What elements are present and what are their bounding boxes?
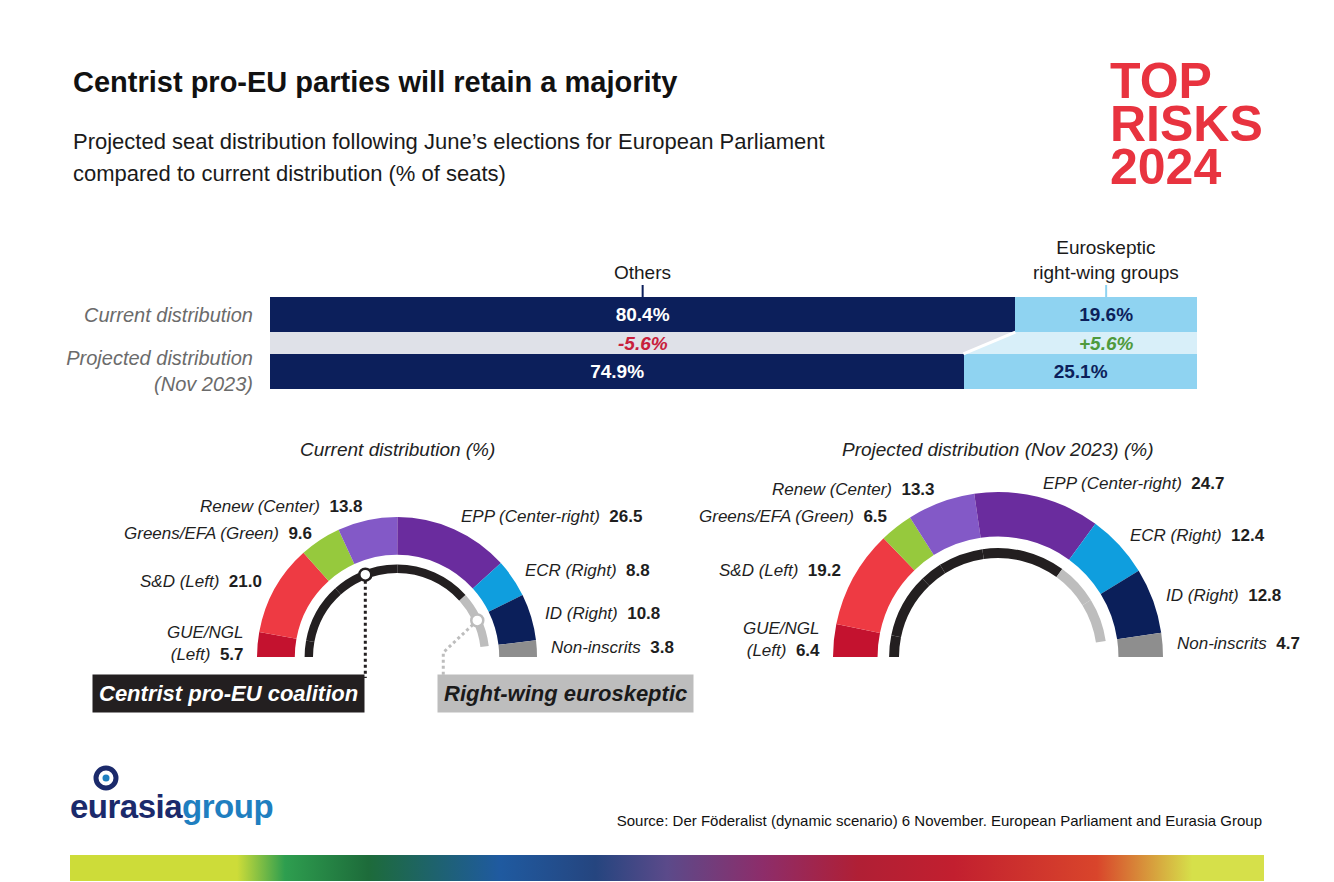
svg-text:Renew (Center) 13.8: Renew (Center) 13.8 xyxy=(200,497,363,516)
html-text:2024: 2024 xyxy=(1110,139,1222,195)
svg-text:S&D (Left) 19.2: S&D (Left) 19.2 xyxy=(719,561,841,580)
svg-text:Right-wing euroskeptic: Right-wing euroskeptic xyxy=(444,681,687,706)
svg-text:Greens/EFA (Green) 6.5: Greens/EFA (Green) 6.5 xyxy=(699,507,887,526)
svg-text:Current distribution: Current distribution xyxy=(84,304,253,326)
svg-text:S&D (Left) 21.0: S&D (Left) 21.0 xyxy=(140,572,262,591)
svg-text:19.6%: 19.6% xyxy=(1079,304,1133,325)
html-text:TOP: TOP xyxy=(1110,53,1212,109)
svg-text:Current distribution (%): Current distribution (%) xyxy=(300,439,495,460)
svg-text:Non-inscrits 3.8: Non-inscrits 3.8 xyxy=(551,638,674,657)
svg-text:Others: Others xyxy=(614,262,671,283)
svg-text:Projected distribution (Nov 20: Projected distribution (Nov 2023) (%) xyxy=(842,439,1154,460)
svg-text:Projected distribution(Nov 202: Projected distribution(Nov 2023) xyxy=(66,347,253,395)
svg-text:ID (Right) 10.8: ID (Right) 10.8 xyxy=(545,604,660,623)
html-text:Source: Der Föderalist (dynami: Source: Der Föderalist (dynamic scenario… xyxy=(616,812,1262,829)
svg-text:74.9%: 74.9% xyxy=(590,361,644,382)
svg-text:Euroskepticright-wing groups: Euroskepticright-wing groups xyxy=(1033,237,1179,283)
svg-text:GUE/NGL(Left) 5.7: GUE/NGL(Left) 5.7 xyxy=(167,623,244,664)
svg-text:-5.6%: -5.6% xyxy=(618,333,668,354)
html-text:Centrist pro-EU parties will r: Centrist pro-EU parties will retain a ma… xyxy=(73,66,678,98)
svg-text:Centrist pro-EU coalition: Centrist pro-EU coalition xyxy=(99,681,358,706)
svg-text:EPP (Center-right) 26.5: EPP (Center-right) 26.5 xyxy=(461,507,642,526)
svg-text:Renew (Center) 13.3: Renew (Center) 13.3 xyxy=(772,480,935,499)
html-text:eurasia group: eurasia group xyxy=(70,788,274,825)
svg-text:ECR (Right) 12.4: ECR (Right) 12.4 xyxy=(1130,526,1265,545)
html-text:Projected seat distribution fo: Projected seat distribution following Ju… xyxy=(73,129,825,154)
svg-text:+5.6%: +5.6% xyxy=(1079,333,1134,354)
svg-text:80.4%: 80.4% xyxy=(616,304,670,325)
svg-text:Greens/EFA (Green) 9.6: Greens/EFA (Green) 9.6 xyxy=(124,524,312,543)
svg-text:GUE/NGL(Left) 6.4: GUE/NGL(Left) 6.4 xyxy=(743,619,820,660)
svg-text:25.1%: 25.1% xyxy=(1054,361,1108,382)
html-text:compared to current distributi: compared to current distribution (% of s… xyxy=(73,161,506,186)
html-text:RISKS: RISKS xyxy=(1110,96,1263,152)
svg-text:ECR (Right) 8.8: ECR (Right) 8.8 xyxy=(525,561,650,580)
svg-text:Non-inscrits 4.7: Non-inscrits 4.7 xyxy=(1177,634,1300,653)
svg-text:EPP (Center-right) 24.7: EPP (Center-right) 24.7 xyxy=(1043,474,1224,493)
svg-text:ID (Right) 12.8: ID (Right) 12.8 xyxy=(1166,586,1281,605)
